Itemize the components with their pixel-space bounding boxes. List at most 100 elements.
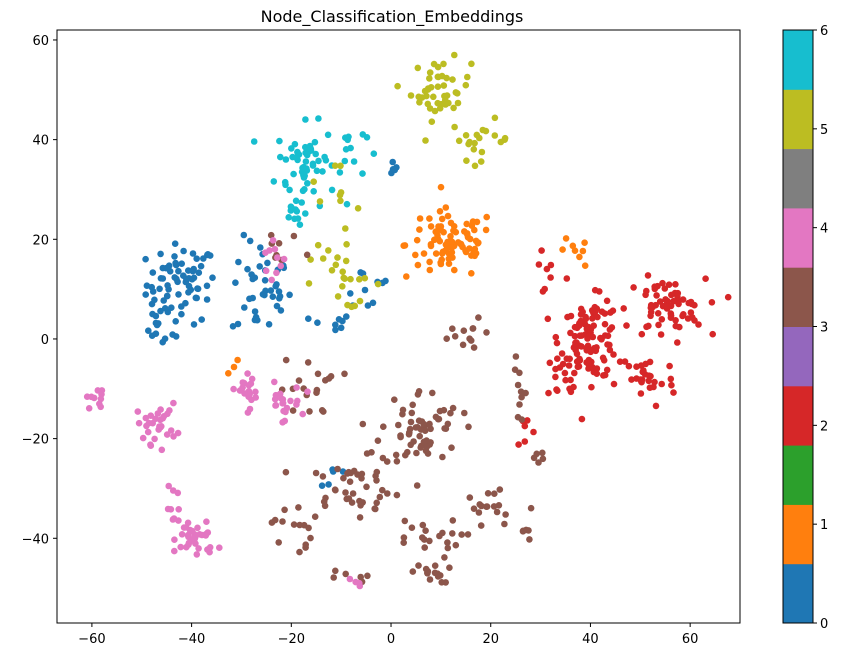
scatter-point-class-3 (356, 514, 364, 521)
scatter-point-class-2 (675, 300, 682, 308)
scatter-point-class-1 (444, 212, 452, 220)
scatter-point-class-4 (175, 506, 182, 513)
scatter-point-class-3 (409, 401, 417, 409)
scatter-point-class-1 (426, 258, 433, 266)
scatter-point-class-5 (337, 197, 344, 205)
scatter-point-class-6 (307, 145, 315, 153)
scatter-point-class-0 (190, 265, 197, 273)
scatter-point-class-0 (159, 264, 167, 272)
scatter-point-class-5 (314, 241, 322, 249)
scatter-point-class-5 (356, 276, 363, 283)
scatter-point-class-3 (306, 408, 313, 415)
scatter-point-class-3 (313, 389, 320, 397)
scatter-point-class-6 (296, 221, 304, 228)
scatter-point-class-2 (577, 311, 585, 318)
scatter-point-class-5 (407, 92, 415, 99)
scatter-point-class-2 (576, 357, 584, 364)
scatter-point-class-2 (643, 323, 650, 331)
scatter-point-class-3 (295, 377, 303, 384)
scatter-point-class-3 (342, 489, 349, 496)
scatter-point-class-3 (470, 505, 478, 512)
scatter-point-class-4 (158, 423, 165, 430)
scatter-point-class-3 (275, 539, 283, 546)
scatter-point-class-1 (437, 223, 445, 230)
scatter-point-class-4 (262, 249, 269, 256)
scatter-point-class-0 (273, 302, 281, 310)
scatter-point-class-0 (234, 320, 242, 328)
scatter-point-class-1 (426, 215, 433, 222)
scatter-point-class-5 (470, 146, 478, 153)
scatter-point-class-2 (589, 333, 597, 341)
scatter-point-class-4 (272, 402, 279, 409)
scatter-point-class-0 (148, 283, 155, 291)
scatter-point-class-5 (421, 87, 429, 95)
scatter-point-class-4 (262, 267, 270, 275)
scatter-point-class-3 (420, 438, 428, 446)
scatter-point-class-4 (193, 551, 201, 558)
scatter-point-class-0 (203, 282, 211, 290)
scatter-point-class-4 (244, 370, 251, 377)
scatter-point-class-3 (373, 499, 381, 507)
scatter-point-class-4 (239, 379, 247, 386)
scatter-point-class-4 (269, 237, 277, 244)
scatter-point-class-4 (252, 394, 259, 401)
scatter-point-class-0 (343, 313, 350, 320)
scatter-point-class-3 (530, 454, 538, 462)
colorbar-band (783, 385, 813, 446)
scatter-point-class-2 (630, 284, 637, 291)
scatter-point-class-3 (358, 475, 365, 482)
scatter-point-class-3 (393, 458, 401, 465)
scatter-point-class-5 (307, 256, 314, 263)
scatter-point-class-2 (667, 375, 675, 383)
scatter-point-class-6 (328, 186, 336, 194)
scatter-point-class-2 (638, 330, 646, 338)
scatter-point-class-3 (416, 432, 424, 440)
scatter-point-class-3 (526, 536, 533, 543)
scatter-point-class-2 (588, 383, 595, 391)
scatter-point-class-5 (451, 51, 458, 59)
scatter-point-class-4 (158, 446, 166, 454)
scatter-point-class-3 (373, 477, 380, 484)
scatter-point-class-1 (436, 208, 444, 215)
scatter-point-class-5 (334, 254, 341, 261)
scatter-point-class-3 (327, 373, 335, 380)
scatter-point-class-3 (423, 443, 431, 451)
colorbar-band (783, 30, 813, 90)
scatter-point-class-5 (342, 225, 349, 232)
scatter-point-class-2 (607, 309, 614, 316)
scatter-point-class-4 (177, 543, 184, 551)
scatter-point-class-5 (476, 134, 483, 142)
scatter-point-class-2 (577, 305, 585, 313)
scatter-point-class-3 (437, 572, 444, 579)
scatter-point-class-2 (670, 297, 677, 305)
scatter-point-class-2 (674, 339, 681, 346)
scatter-point-class-2 (691, 317, 698, 324)
scatter-point-class-0 (149, 269, 157, 276)
scatter-point-class-3 (493, 508, 501, 516)
scatter-point-class-3 (363, 483, 370, 491)
scatter-point-class-5 (426, 69, 434, 76)
scatter-point-class-3 (341, 370, 348, 378)
scatter-point-class-2 (545, 389, 552, 397)
scatter-point-class-5 (343, 241, 350, 248)
scatter-point-class-0 (185, 267, 192, 274)
scatter-point-class-3 (424, 568, 432, 575)
scatter-point-class-1 (426, 266, 434, 274)
scatter-point-class-4 (216, 544, 223, 551)
scatter-point-class-3 (475, 314, 482, 321)
scatter-point-class-4 (169, 516, 177, 523)
scatter-point-class-2 (672, 281, 679, 288)
scatter-point-class-6 (302, 116, 309, 123)
scatter-point-class-4 (147, 412, 155, 420)
scatter-point-class-3 (417, 444, 425, 451)
scatter-point-class-6 (302, 158, 310, 165)
scatter-point-class-6 (285, 214, 293, 221)
scatter-point-class-1 (451, 266, 458, 274)
scatter-point-class-3 (449, 325, 456, 333)
scatter-point-class-2 (623, 322, 630, 329)
scatter-point-class-1 (416, 226, 423, 233)
scatter-point-class-5 (440, 60, 447, 68)
scatter-point-class-5 (328, 267, 336, 274)
scatter-point-class-0 (305, 315, 312, 323)
scatter-point-class-4 (252, 388, 259, 396)
